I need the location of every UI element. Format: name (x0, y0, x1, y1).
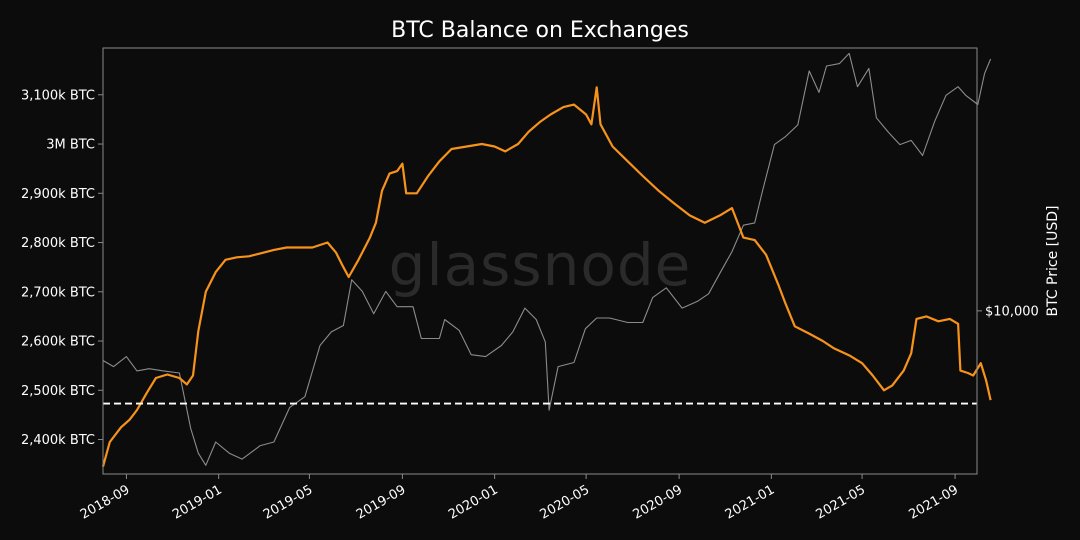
right-axis-label: BTC Price [USD] (1045, 205, 1061, 316)
watermark: glassnode (389, 231, 692, 299)
left-tick-label: 2,400k BTC (21, 433, 95, 448)
left-tick-label: 2,800k BTC (21, 236, 95, 251)
left-tick-label: 3M BTC (46, 138, 95, 153)
left-tick-label: 2,500k BTC (21, 384, 95, 399)
left-tick-label: 2,900k BTC (21, 187, 95, 202)
series-layer (101, 52, 992, 467)
right-tick-label: $10,000 (985, 304, 1039, 319)
series-line-price (102, 52, 992, 466)
chart-title: BTC Balance on Exchanges (391, 18, 689, 43)
left-axis: 2,400k BTC 2,500k BTC 2,600k BTC 2,700k BTC… (21, 88, 103, 448)
left-tick-label: 2,700k BTC (21, 285, 95, 300)
left-tick-label: 2,600k BTC (21, 335, 95, 350)
right-axis: $10,000 (977, 304, 1039, 319)
plot-frame (102, 47, 978, 475)
series-line-balance (101, 86, 992, 467)
left-tick-label: 3,100k BTC (21, 88, 95, 103)
